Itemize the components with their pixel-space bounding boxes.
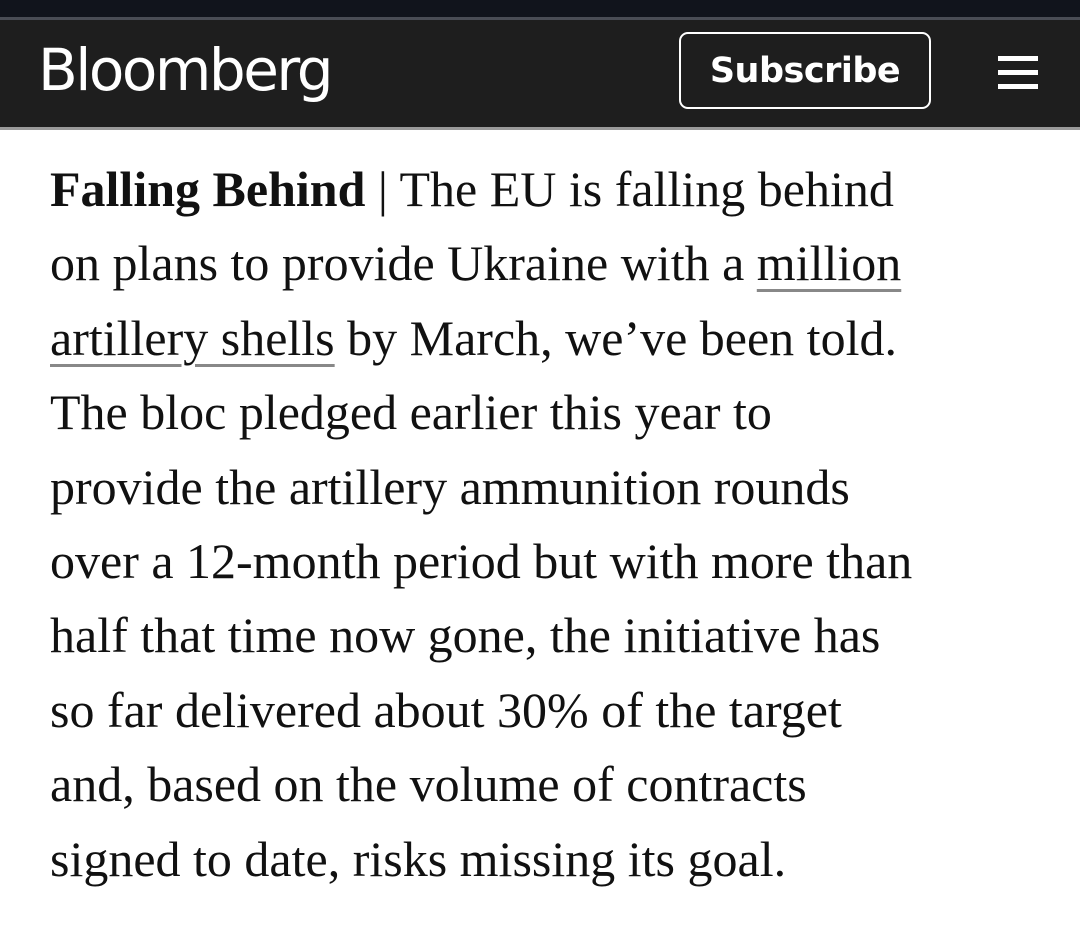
text: by March, we’ve been told.	[334, 309, 897, 366]
text-line: over a 12-month period but with more tha…	[50, 532, 913, 589]
bloomberg-logo[interactable]: Bloomberg	[38, 36, 334, 104]
text-line: signed to date, risks missing its goal.	[50, 830, 787, 887]
section-label: Falling Behind	[50, 161, 366, 217]
million-artillery-shells-link[interactable]: artillery shells	[50, 309, 335, 366]
divider	[0, 127, 1080, 130]
article-paragraph: Falling Behind | The EU is falling behin…	[50, 152, 912, 896]
text-line: The bloc pledged earlier this year to	[50, 384, 772, 441]
text-line: artillery shells by March, we’ve been to…	[50, 301, 912, 375]
text-line: half that time now gone, the initiative …	[50, 607, 881, 664]
text-line: so far delivered about 30% of the target	[50, 681, 842, 738]
divider	[0, 17, 1080, 20]
text-line: provide the artillery ammunition rounds	[50, 458, 850, 515]
hamburger-menu-icon[interactable]	[998, 56, 1038, 90]
status-bar	[0, 0, 1080, 17]
text-line: on plans to provide Ukraine with a milli…	[50, 226, 912, 300]
text-line: Falling Behind | The EU is falling behin…	[50, 152, 912, 226]
subscribe-button[interactable]: Subscribe	[679, 32, 931, 109]
million-artillery-shells-link[interactable]: million	[756, 235, 902, 292]
separator: |	[377, 161, 388, 217]
text: The EU is falling behind	[387, 161, 894, 217]
text-line: and, based on the volume of contracts	[50, 756, 807, 813]
site-header: Bloomberg Subscribe	[0, 20, 1080, 127]
text: on plans to provide Ukraine with a	[50, 235, 757, 292]
